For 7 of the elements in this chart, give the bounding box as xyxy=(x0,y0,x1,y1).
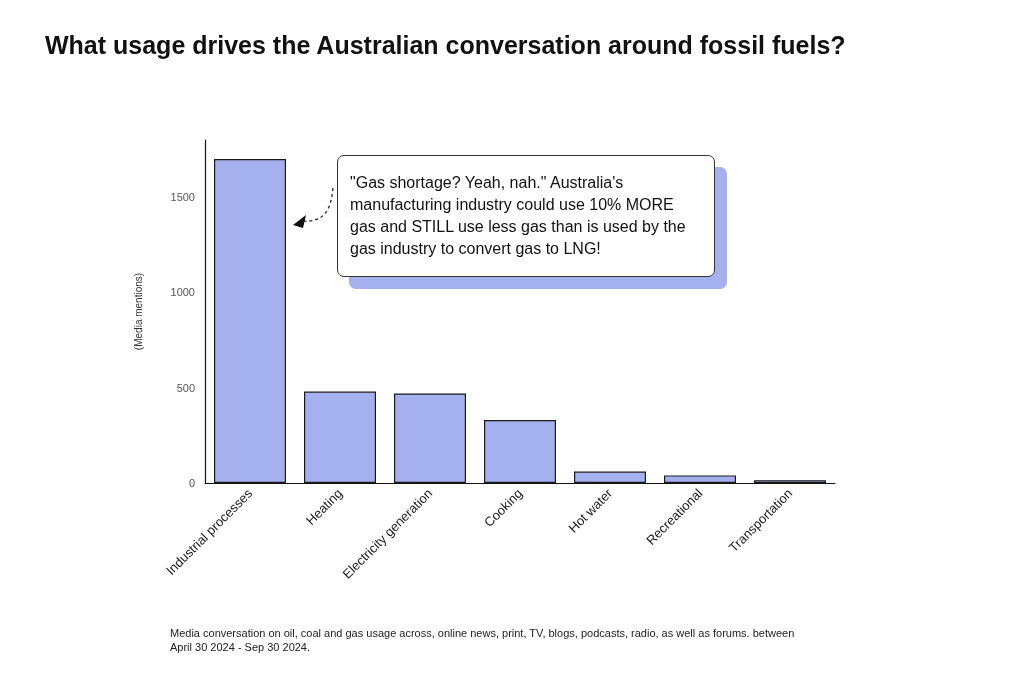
y-tick-label: 1000 xyxy=(170,286,195,299)
chart-title: What usage drives the Australian conversation around fossil fuels? xyxy=(45,31,846,60)
y-tick-label: 1500 xyxy=(170,191,195,204)
text: Media conversation on oil, coal and gas usage across, online news, print, TV, blogs, podcasts, radio, as well as forums. between April 30 2024 - Sep 30 2024. xyxy=(170,626,796,654)
y-tick-label: 0 xyxy=(188,477,195,489)
y-axis-title: (Media mentions) xyxy=(132,272,144,351)
y-tick-label: 500 xyxy=(176,381,195,394)
